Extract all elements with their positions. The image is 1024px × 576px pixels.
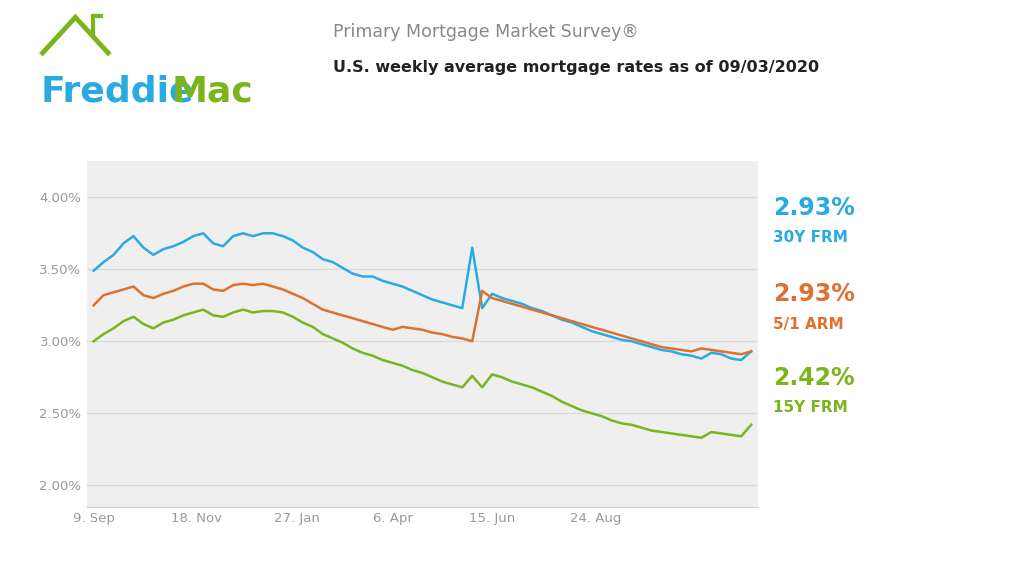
Text: 5/1 ARM: 5/1 ARM — [773, 317, 844, 332]
Text: Mac: Mac — [171, 75, 253, 109]
Text: 30Y FRM: 30Y FRM — [773, 230, 848, 245]
Text: U.S. weekly average mortgage rates as of 09/03/2020: U.S. weekly average mortgage rates as of… — [333, 60, 819, 75]
Text: 2.93%: 2.93% — [773, 196, 855, 220]
Text: 2.42%: 2.42% — [773, 366, 855, 390]
Text: 2.93%: 2.93% — [773, 282, 855, 306]
Text: Primary Mortgage Market Survey®: Primary Mortgage Market Survey® — [333, 23, 639, 41]
Text: Freddie: Freddie — [41, 75, 195, 109]
Text: 15Y FRM: 15Y FRM — [773, 400, 848, 415]
